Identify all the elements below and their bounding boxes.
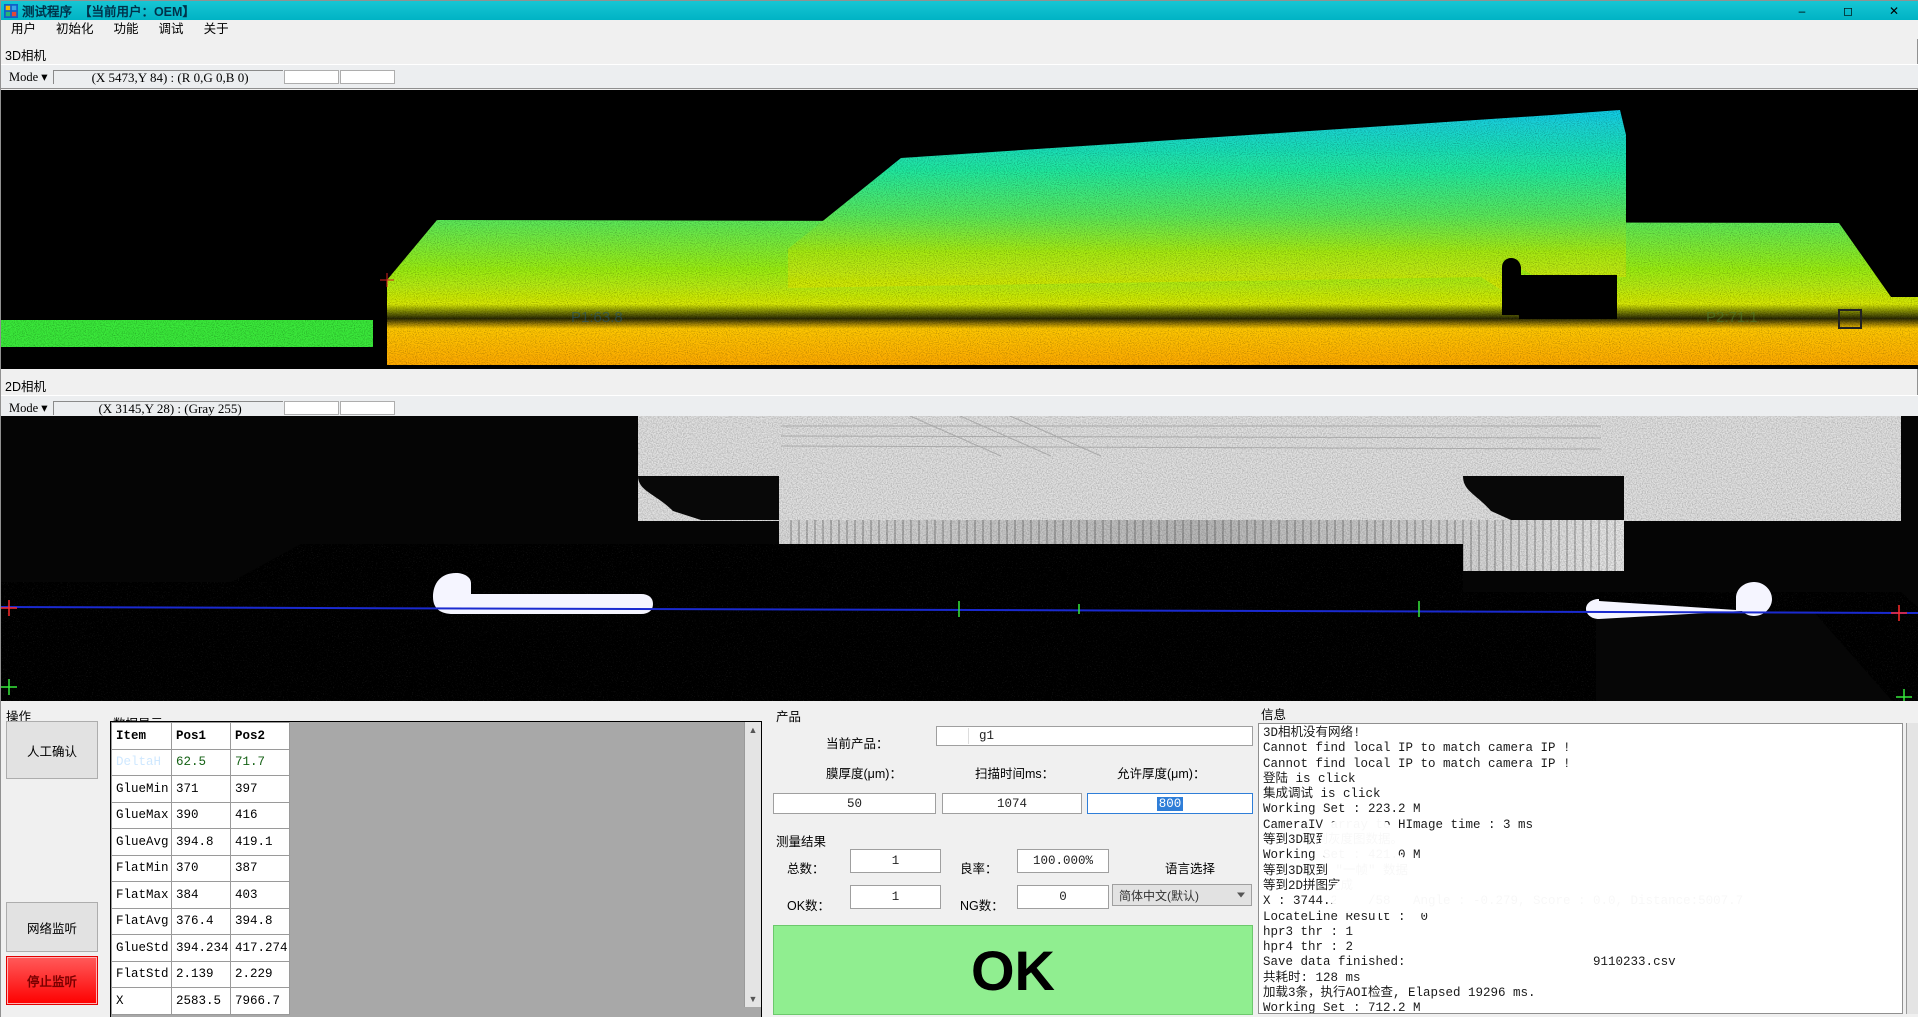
svg-text:P2:71.1: P2:71.1: [1706, 309, 1758, 326]
svg-text:P1:63.8: P1:63.8: [571, 309, 623, 326]
